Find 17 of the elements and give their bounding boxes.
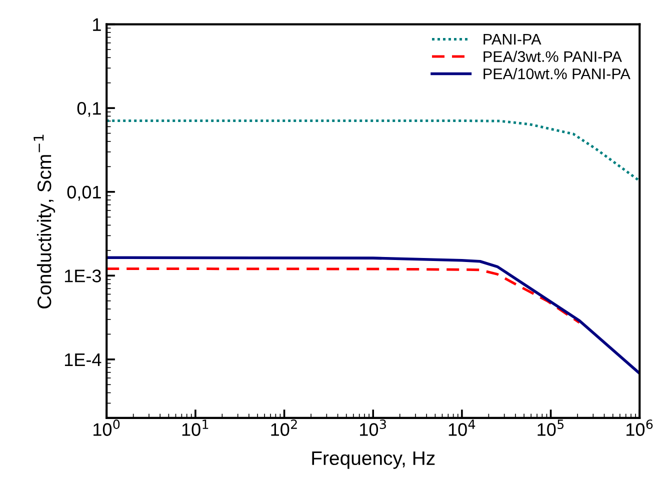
- y-tick-label: 1E-4: [64, 354, 102, 366]
- x-tick-label: 10$^{3}$: [360, 419, 386, 436]
- y-tick-label: 0,01: [67, 186, 101, 201]
- legend-label: PANI-PA: [484, 34, 542, 45]
- y-tick-label: 0,1: [77, 102, 101, 117]
- x-tick-label: 10$^{0}$: [94, 419, 120, 436]
- x-tick-label: 10$^{4}$: [448, 420, 476, 436]
- x-tick-label: 10$^{2}$: [271, 419, 297, 436]
- x-tick-label: 10$^{6}$: [626, 419, 653, 436]
- legend-label: PEA/3wt.% PANI-PA: [484, 50, 622, 62]
- y-tick-label: 1E-3: [64, 270, 101, 282]
- y-axis-title: Conductivity, Scm$^{−1}$: [34, 134, 56, 308]
- x-axis-title: Frequency, Hz: [312, 451, 435, 469]
- x-tick-label: 10$^{1}$: [182, 420, 208, 436]
- legend-label: PEA/10wt.% PANI-PA: [484, 68, 630, 80]
- x-tick-label: 10$^{5}$: [538, 420, 564, 436]
- y-tick-label: 1: [93, 18, 101, 31]
